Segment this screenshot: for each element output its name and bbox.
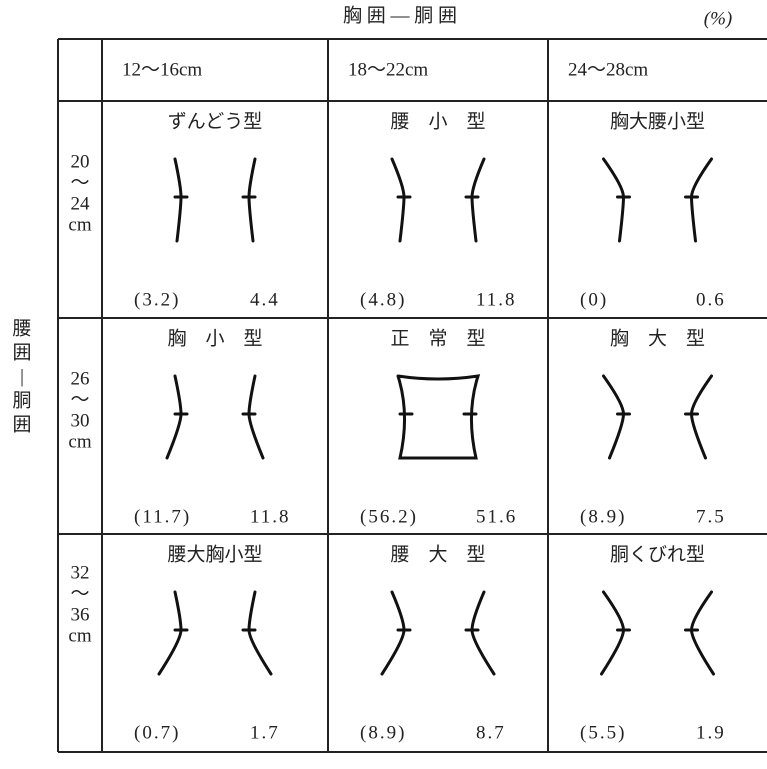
side-label: | [20,366,24,387]
row-label: 32 [71,562,90,583]
shape-name: 胸 大 型 [610,327,705,349]
percent-value: 0.6 [696,289,726,310]
silhouette-left [602,157,626,243]
silhouette-right [247,157,257,243]
row-label: 20 [71,151,90,172]
row-label: cm [68,214,91,235]
silhouette-right [470,157,486,243]
row-label: 30 [71,410,90,431]
silhouette-left [380,590,406,676]
silhouette [396,374,481,460]
percent-parenthesized: (0.7) [134,722,180,743]
shape-name: 胴くびれ型 [610,543,705,565]
shape-name: ずんどう型 [168,110,262,132]
row-label: cm [68,625,91,646]
silhouette-left [165,374,183,460]
row-label: 36 [71,604,90,625]
percent-value: 11.8 [476,289,517,310]
row-label: ～ [70,583,89,604]
title: 胸 囲 — 胴 囲 [343,4,457,26]
shape-name: 腰大胸小型 [167,543,262,565]
row-label: ～ [70,172,89,193]
silhouette-right [470,590,496,676]
side-label: 腰 [12,318,31,339]
column-header: 12～16cm [122,59,202,80]
column-header: 18～22cm [348,59,428,80]
row-label: ～ [70,389,89,410]
percent-value: 7.5 [696,506,726,527]
silhouette-right [689,590,715,676]
percent-value: 4.4 [250,289,280,310]
percent-parenthesized: (56.2) [360,506,418,527]
side-label: 囲 [12,342,31,363]
shape-name: 正 常 型 [390,327,485,349]
column-header: 24～28cm [568,59,648,80]
side-label: 胴 [12,390,31,411]
silhouette-left [602,374,626,460]
percent-value: 8.7 [476,722,506,743]
silhouette-right [247,590,273,676]
percent-parenthesized: (11.7) [134,506,191,527]
silhouette-right [689,374,713,460]
shape-name: 腰 大 型 [390,543,485,565]
percent-value: 1.7 [250,722,280,743]
percent-value: 1.9 [696,722,726,743]
silhouette-left [390,157,406,243]
shape-name: 腰 小 型 [390,110,485,132]
shape-name: 胸大腰小型 [610,110,705,132]
silhouette-left [600,590,626,676]
percent-parenthesized: (8.9) [580,506,626,527]
row-label: 26 [71,368,90,389]
table-grid [57,38,767,753]
shape-name: 胸 小 型 [167,327,262,349]
percent-parenthesized: (4.8) [360,289,406,310]
row-label: cm [68,431,91,452]
percent-parenthesized: (5.5) [580,722,626,743]
silhouette-left [173,157,183,243]
unit: (%) [704,8,732,29]
row-label: 24 [71,193,91,214]
silhouette-left [157,590,183,676]
percent-value: 11.8 [250,506,291,527]
percent-value: 51.6 [476,506,517,527]
side-label: 囲 [12,414,31,435]
percent-parenthesized: (3.2) [134,289,180,310]
percent-parenthesized: (0) [580,289,608,310]
silhouette-right [247,374,265,460]
silhouette-right [689,157,713,243]
percent-parenthesized: (8.9) [360,722,406,743]
